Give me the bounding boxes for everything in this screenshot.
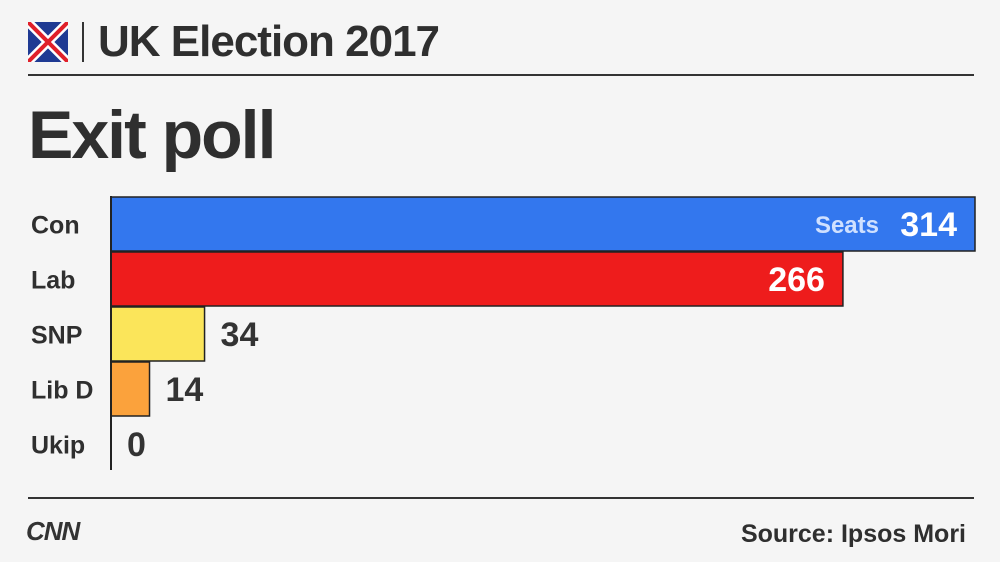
data-label: 0 <box>127 426 146 464</box>
source-note: Source: Ipsos Mori <box>740 520 966 548</box>
bar <box>110 251 844 307</box>
category-label: Con <box>31 212 80 240</box>
data-label: 266 <box>768 261 825 299</box>
category-label: Lib D <box>31 377 94 405</box>
bar <box>110 196 976 252</box>
header-title: UK Election 2017 <box>98 17 440 66</box>
header: UK Election 2017 <box>28 14 440 70</box>
data-label: 14 <box>166 371 204 409</box>
bar <box>110 361 151 417</box>
bar <box>110 306 206 362</box>
cnn-logo: CNN <box>26 516 80 546</box>
chart-title: Exit poll <box>28 97 276 173</box>
category-label: SNP <box>31 322 82 350</box>
header-divider <box>82 22 84 62</box>
union-jack-icon <box>28 22 68 62</box>
data-label: 34 <box>221 316 259 354</box>
category-label: Lab <box>31 267 75 295</box>
category-label: Ukip <box>31 432 85 460</box>
seats-label: Seats <box>815 212 879 239</box>
top-rule <box>28 74 974 76</box>
bottom-rule <box>28 497 974 499</box>
data-label: 314 <box>900 206 957 244</box>
